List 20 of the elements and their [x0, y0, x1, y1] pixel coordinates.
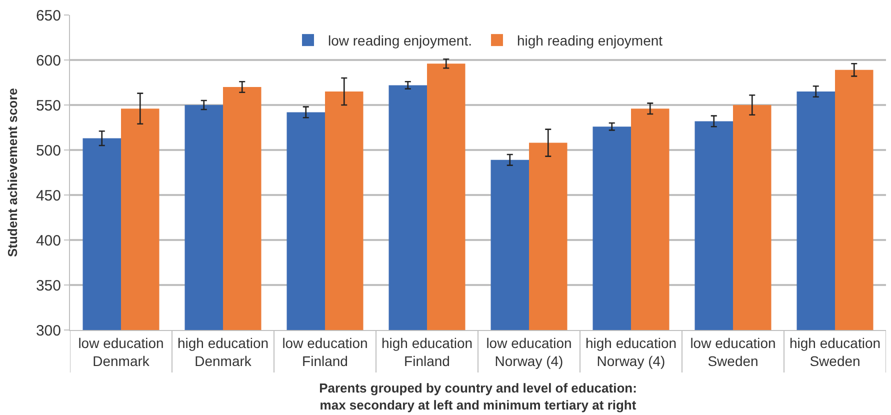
y-tick-label: 500: [36, 142, 61, 160]
y-tick-label: 550: [36, 97, 61, 114]
y-tick-label: 600: [36, 52, 61, 70]
y-tick-label: 400: [36, 232, 61, 250]
x-axis-title: Parents grouped by country and level of education: max secondary at left and minimum tertiary at right: [319, 380, 637, 412]
y-tick-label: 300: [36, 322, 61, 340]
y-tick-label: 650: [36, 7, 61, 24]
x-tick-label: low education Finland: [282, 334, 368, 369]
y-tick-label: 450: [36, 187, 61, 204]
x-tick-label: low education Denmark: [78, 334, 164, 369]
x-tick-label: high education Finland: [381, 334, 473, 369]
legend-label: low reading enjoyment.: [328, 32, 472, 49]
x-tick-label: high education Sweden: [789, 334, 881, 369]
x-tick-label: high education Norway (4): [585, 334, 677, 369]
x-tick-label: low education Norway (4): [486, 334, 572, 369]
y-axis-title: Student achievement score: [4, 88, 20, 258]
x-tick-label: high education Denmark: [177, 334, 269, 369]
y-tick-label: 350: [36, 277, 61, 294]
x-tick-label: low education Sweden: [690, 334, 776, 369]
legend-label: high reading enjoyment: [516, 32, 663, 49]
